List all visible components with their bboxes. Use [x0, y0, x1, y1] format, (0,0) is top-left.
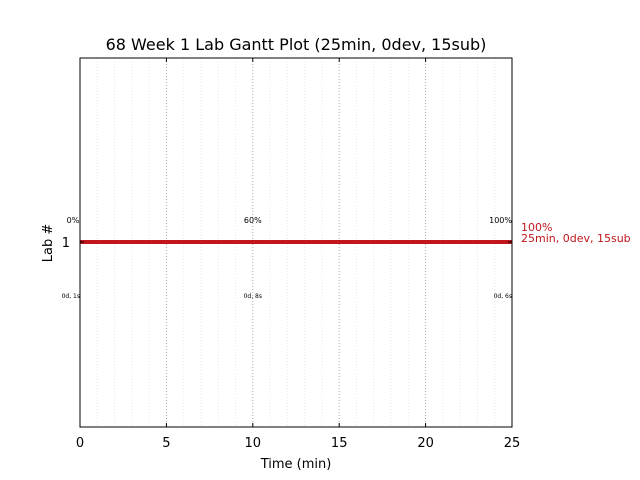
y-axis-label: Lab #	[41, 224, 56, 263]
x-tick-label: 5	[162, 436, 170, 451]
x-tick-label: 25	[504, 436, 521, 451]
detail-marker-label: 0d, 1s	[62, 293, 80, 300]
percent-marker-label: 100%	[489, 216, 512, 225]
x-axis-ticks: 0 5 10 15 20 25	[76, 58, 520, 451]
x-tick-label: 10	[245, 436, 262, 451]
percent-marker-label: 0%	[67, 216, 80, 225]
annotations: 0% 60% 100% 0d, 1s 0d, 8s 0d, 6s	[62, 216, 513, 300]
bar-end-percent: 100%	[521, 221, 552, 234]
x-tick-label: 15	[331, 436, 348, 451]
detail-marker-label: 0d, 8s	[244, 293, 262, 300]
x-tick-label: 0	[76, 436, 84, 451]
y-axis-ticks: 1	[62, 236, 512, 251]
bar-end-detail: 25min, 0dev, 15sub	[521, 232, 631, 245]
x-tick-label: 20	[417, 436, 434, 451]
x-axis-label: Time (min)	[260, 457, 332, 472]
y-tick-label: 1	[62, 236, 70, 251]
bar-end-labels: 100%25min, 0dev, 15sub	[521, 221, 631, 245]
percent-marker-label: 60%	[244, 216, 262, 225]
detail-marker-label: 0d, 6s	[494, 293, 512, 300]
chart-title: 68 Week 1 Lab Gantt Plot (25min, 0dev, 1…	[106, 35, 487, 54]
